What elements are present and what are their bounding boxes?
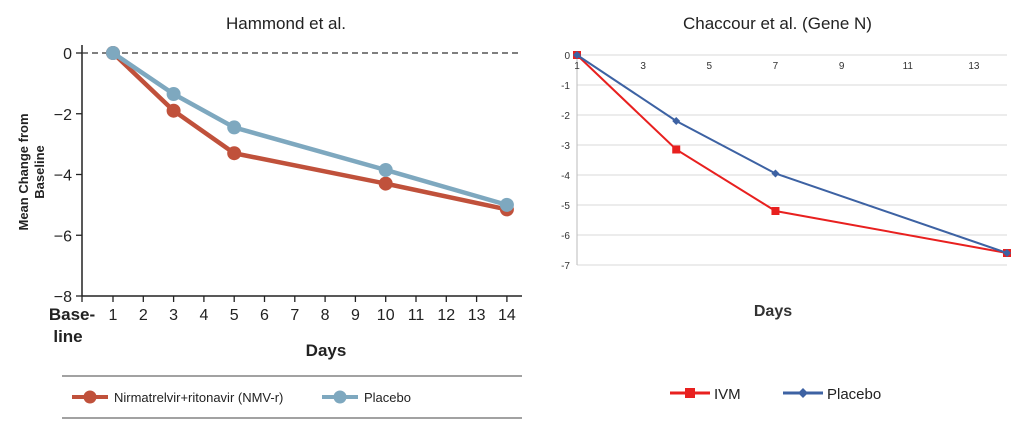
y-tick-label: -6 [561, 231, 570, 242]
legend-swatch-marker [798, 388, 808, 398]
data-point [1003, 249, 1011, 257]
x-tick-label: 7 [773, 61, 779, 72]
data-point [573, 51, 581, 59]
x-tick-label: 9 [839, 61, 845, 72]
x-tick-label: 1 [574, 61, 580, 72]
x-tick-label: 3 [640, 61, 646, 72]
x-tick-label: 11 [903, 61, 914, 72]
y-tick-label: −2 [54, 107, 72, 124]
x-tick-label: 4 [199, 307, 208, 324]
legend-label: Placebo [364, 390, 411, 405]
legend-swatch-marker [333, 390, 347, 404]
x-tick-label: line [53, 327, 82, 346]
y-tick-label: -4 [561, 171, 570, 182]
data-point [771, 169, 780, 178]
x-tick-label: Base- [49, 305, 95, 324]
data-point [672, 117, 681, 125]
data-point [378, 176, 393, 191]
y-tick-label: -2 [561, 111, 570, 122]
x-axis-title: Days [306, 341, 347, 360]
x-tick-label: 11 [408, 307, 425, 324]
data-point [378, 162, 393, 177]
chart-right-title: Chaccour et al. (Gene N) [683, 14, 872, 33]
legend-swatch-marker [83, 390, 97, 404]
data-point [499, 197, 514, 212]
x-axis-title: Days [754, 303, 792, 320]
y-tick-label: −8 [54, 289, 72, 306]
data-point [166, 103, 181, 118]
x-tick-label: 10 [377, 307, 395, 324]
x-tick-label: 5 [230, 307, 239, 324]
y-tick-label: -7 [561, 261, 570, 272]
data-point [227, 120, 242, 135]
x-tick-label: 13 [468, 307, 486, 324]
y-tick-label: -5 [561, 201, 570, 212]
legend-label: Nirmatrelvir+ritonavir (NMV-r) [114, 390, 283, 405]
x-tick-label: 5 [707, 61, 713, 72]
x-tick-label: 13 [968, 61, 980, 72]
y-axis-title: Mean Change fromBaseline [16, 113, 47, 230]
y-tick-label: −4 [54, 168, 72, 185]
x-tick-label: 14 [498, 307, 516, 324]
y-tick-label: 0 [564, 51, 570, 62]
x-tick-label: 2 [139, 307, 148, 324]
series-line [576, 54, 1008, 254]
x-tick-label: 9 [351, 307, 360, 324]
data-point [106, 46, 120, 60]
data-point [166, 87, 181, 102]
y-tick-label: −6 [54, 228, 72, 245]
data-point [227, 146, 242, 161]
legend-label: IVM [714, 386, 741, 403]
chart-left-title: Hammond et al. [226, 14, 346, 33]
x-tick-label: 8 [321, 307, 330, 324]
series-line [576, 54, 1008, 254]
y-tick-label: 0 [63, 46, 72, 63]
x-tick-label: 1 [109, 307, 118, 324]
y-tick-label: -3 [561, 141, 570, 152]
y-tick-label: -1 [561, 81, 570, 92]
legend-label: Placebo [827, 386, 881, 403]
x-tick-label: 7 [290, 307, 299, 324]
data-point [672, 145, 681, 154]
x-tick-label: 6 [260, 307, 269, 324]
legend-swatch-marker [685, 388, 695, 398]
x-tick-label: 12 [437, 307, 455, 324]
x-tick-label: 3 [169, 307, 178, 324]
data-point [771, 207, 780, 215]
